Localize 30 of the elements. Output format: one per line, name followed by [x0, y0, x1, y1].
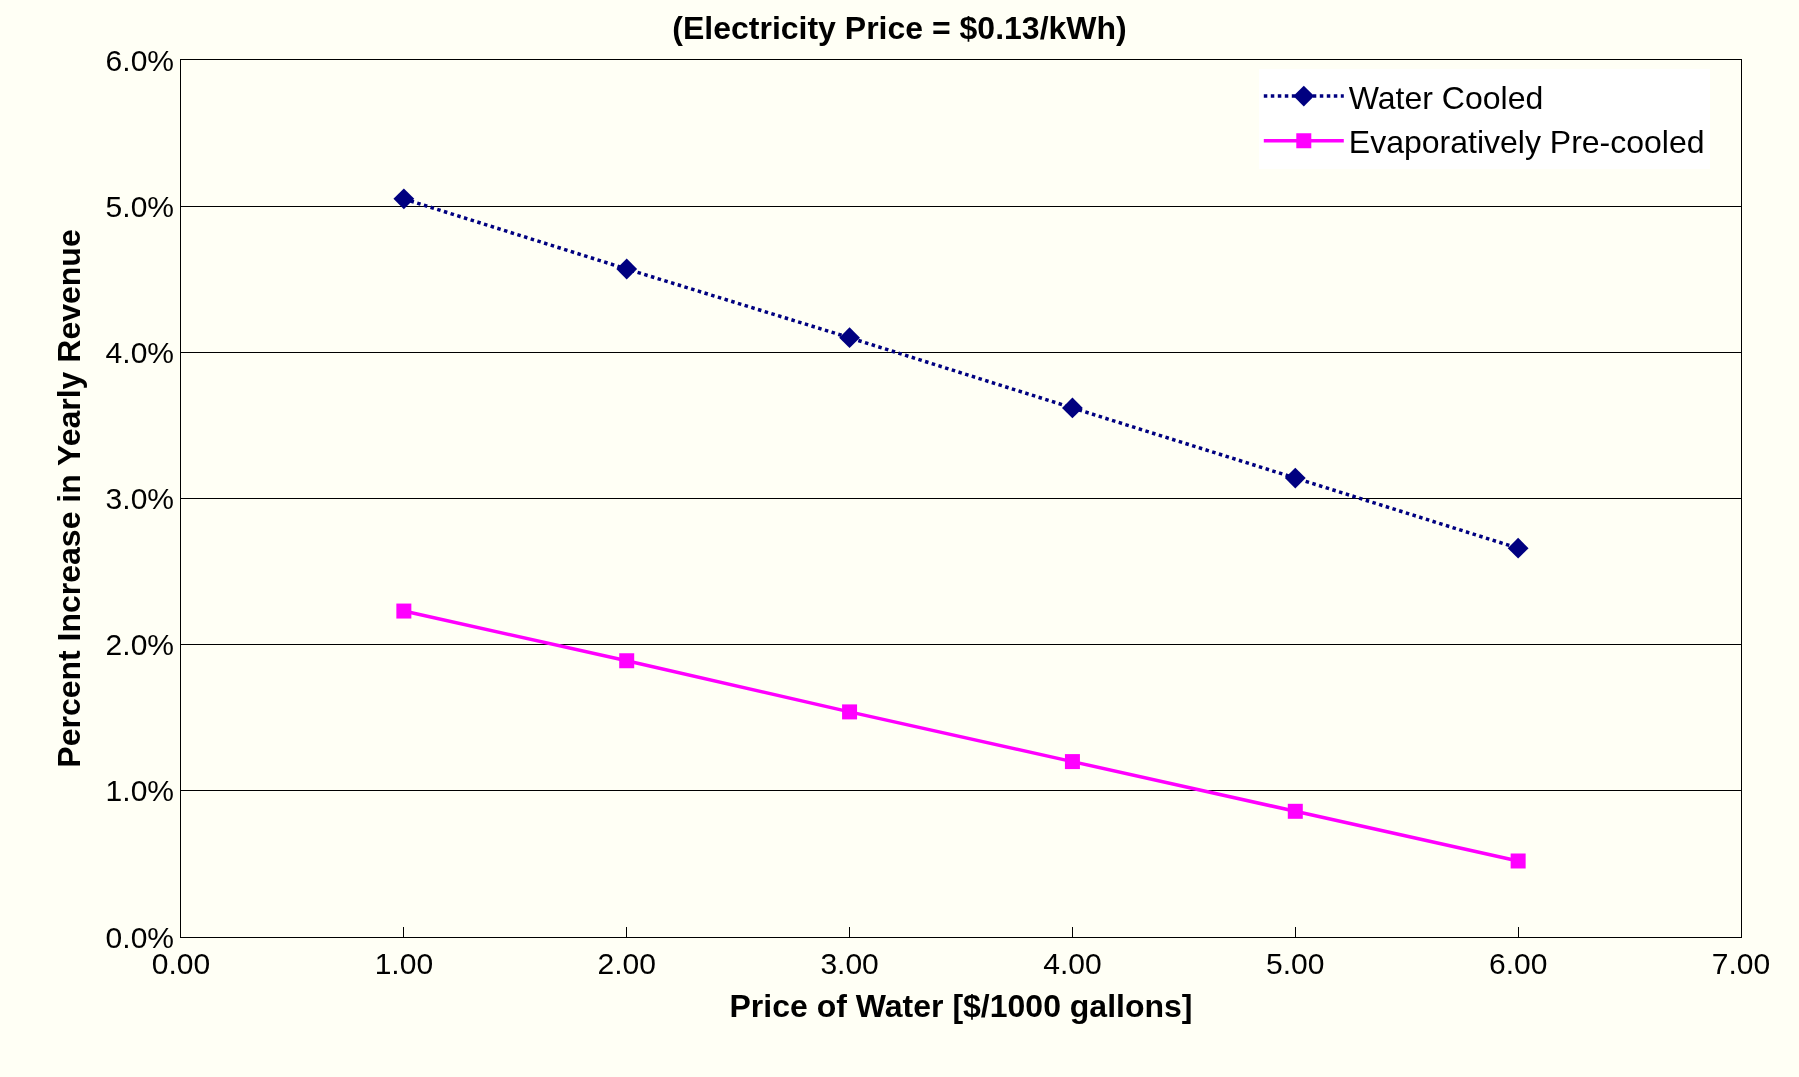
point	[839, 327, 860, 349]
point	[1510, 853, 1526, 869]
point	[396, 603, 412, 619]
point	[1284, 467, 1306, 489]
legend-label: Evaporatively Pre-cooled	[1348, 124, 1705, 161]
y-tick-label: 3.0%	[105, 482, 174, 515]
x-tick-label: 1.00	[374, 947, 434, 980]
point	[1507, 537, 1529, 559]
point	[1062, 397, 1083, 419]
point	[616, 258, 638, 280]
y-tick-label: 4.0%	[105, 335, 174, 369]
point	[393, 188, 415, 210]
x-axis-title: Price of Water [$/1000 gallons]	[729, 987, 1193, 1024]
x-tick-label: 6.00	[1488, 947, 1548, 980]
y-axis-title: Percent Increase in Yearly Revenue	[50, 229, 87, 768]
x-tick-label: 5.00	[1266, 947, 1325, 980]
y-tick-label: 6.0%	[105, 43, 174, 77]
x-tick-label: 3.00	[820, 947, 879, 980]
point	[1287, 803, 1303, 819]
y-tick-label: 5.0%	[105, 189, 174, 223]
point	[619, 653, 635, 669]
point	[1064, 754, 1080, 770]
x-tick-label: 4.00	[1043, 947, 1102, 980]
chart-title: (Electricity Price = $0.13/kWh)	[672, 9, 1127, 46]
y-tick-label: 1.0%	[105, 774, 174, 808]
legend-label: Water Cooled	[1348, 79, 1544, 116]
x-tick-label: 7.00	[1711, 947, 1771, 980]
y-tick-label: 2.0%	[105, 628, 174, 662]
point	[842, 704, 858, 720]
x-tick-label: 2.00	[597, 947, 656, 980]
